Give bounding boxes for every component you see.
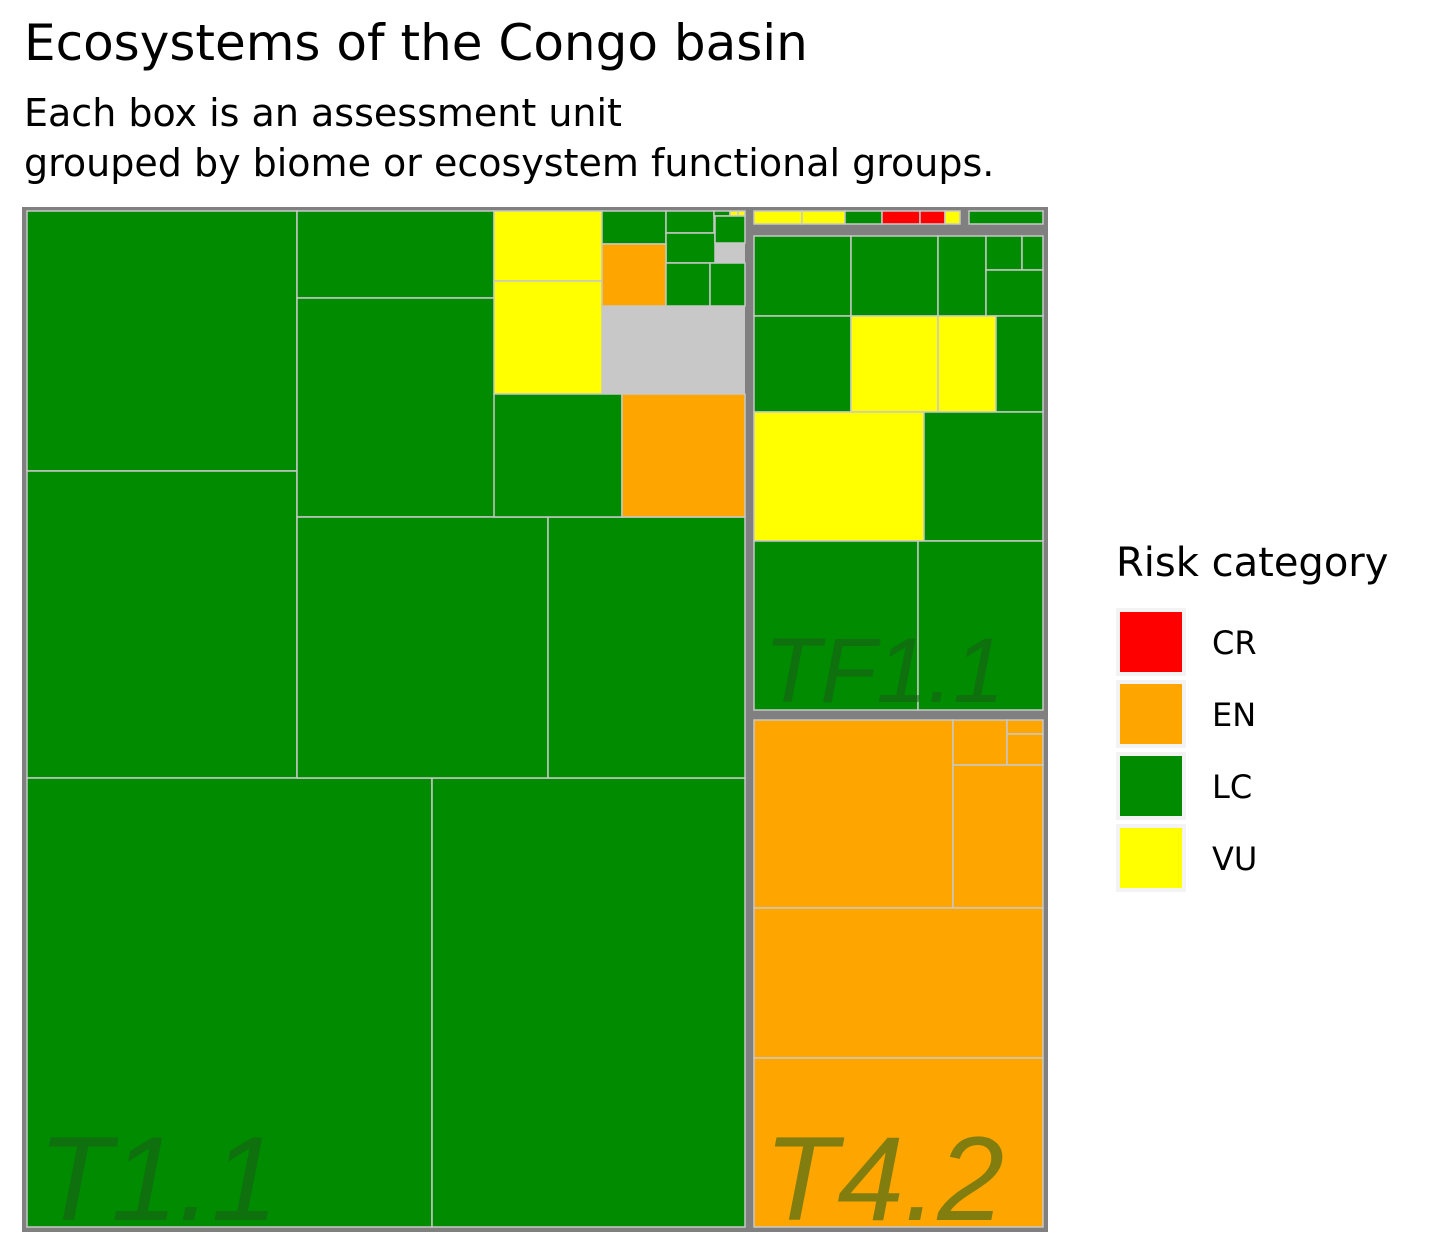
assessment-unit-lc	[995, 315, 1044, 413]
legend-item-vu: VU	[1116, 824, 1257, 892]
assessment-unit-en	[952, 719, 1008, 766]
group-label: T4.2	[764, 1112, 1004, 1246]
assessment-unit-en	[621, 393, 746, 518]
legend-label: EN	[1212, 696, 1257, 734]
legend-title: Risk category	[1116, 540, 1389, 586]
assessment-unit-lc	[431, 777, 746, 1228]
assessment-unit-lc	[917, 540, 1044, 711]
assessment-unit-lc	[1021, 235, 1044, 271]
assessment-unit-lc	[985, 235, 1023, 271]
assessment-unit-lc	[296, 210, 495, 299]
legend-label: LC	[1212, 768, 1253, 806]
assessment-unit-vu	[937, 315, 997, 413]
assessment-unit-lc	[665, 262, 711, 307]
legend-key	[1120, 612, 1182, 672]
assessment-unit-lc	[923, 411, 1044, 542]
assessment-unit-lc	[844, 210, 883, 225]
assessment-unit-cr	[919, 210, 946, 225]
group-label: T1.1	[38, 1112, 278, 1246]
assessment-unit-lc	[753, 235, 852, 317]
assessment-unit-lc	[665, 210, 715, 234]
assessment-unit-lc	[985, 269, 1044, 317]
assessment-unit-en	[753, 719, 954, 909]
assessment-unit-vu	[753, 210, 803, 225]
legend: Risk category CR EN LC VU	[1116, 540, 1389, 892]
assessment-unit-en	[1006, 733, 1044, 766]
chart-subtitle: Each box is an assessment unit grouped b…	[24, 91, 995, 185]
assessment-unit-vu	[493, 210, 603, 282]
assessment-unit-en	[952, 764, 1044, 909]
legend-key	[1120, 756, 1182, 816]
assessment-unit-vu	[753, 411, 925, 542]
assessment-unit-lc	[601, 210, 667, 245]
legend-item-en: EN	[1116, 680, 1256, 748]
legend-label: VU	[1212, 840, 1258, 878]
assessment-unit-lc	[937, 235, 987, 317]
treemap-chart: T1.1 TF1.1 T4.2	[22, 207, 1048, 1246]
assessment-unit-lc	[26, 210, 298, 472]
assessment-unit-lc	[968, 210, 1044, 225]
assessment-unit-en	[753, 907, 1044, 1059]
assessment-unit-vu	[850, 315, 939, 413]
assessment-unit-lc	[493, 393, 623, 518]
legend-key	[1120, 684, 1182, 744]
assessment-unit-lc	[665, 232, 716, 264]
assessment-unit-vu	[493, 280, 603, 395]
assessment-unit-lc	[714, 215, 746, 244]
assessment-unit-en	[1006, 719, 1044, 735]
chart-title: Ecosystems of the Congo basin	[24, 14, 808, 72]
legend-key	[1120, 828, 1182, 888]
assessment-unit-lc	[850, 235, 939, 317]
legend-label: CR	[1212, 624, 1257, 662]
legend-item-lc: LC	[1116, 752, 1252, 820]
assessment-unit-en	[753, 1057, 1044, 1228]
assessment-unit-lc	[26, 777, 433, 1228]
assessment-unit-vu	[801, 210, 846, 225]
assessment-unit-lc	[26, 470, 298, 779]
assessment-unit-lc	[296, 516, 549, 779]
legend-item-cr: CR	[1116, 608, 1257, 676]
assessment-unit-cr	[881, 210, 921, 225]
assessment-unit-vu	[944, 210, 961, 225]
group-label: TF1.1	[764, 620, 1004, 722]
assessment-unit-lc	[709, 262, 746, 307]
assessment-unit-lc	[753, 315, 852, 413]
assessment-unit-lc	[547, 516, 746, 779]
assessment-unit-en	[601, 243, 667, 307]
